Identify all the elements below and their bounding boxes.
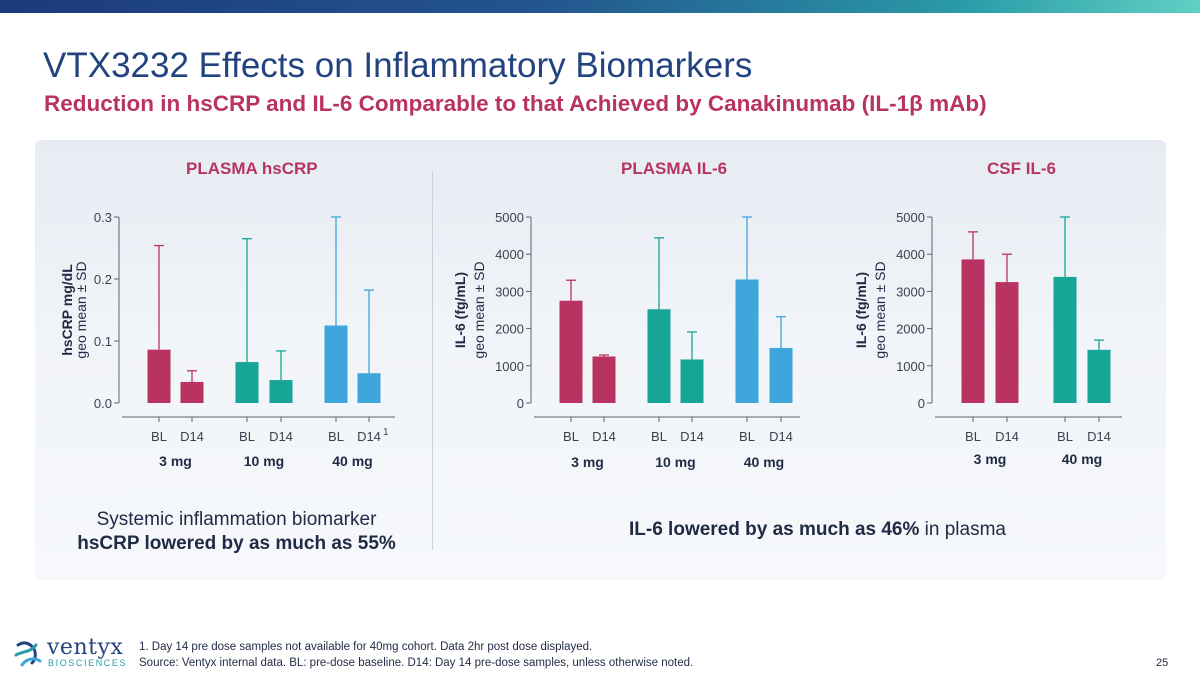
csf-il6-dose-group-label: 3 mg — [974, 451, 1007, 467]
plasma-il6-bar — [769, 347, 793, 403]
chart-title-csf-il6: CSF IL-6 — [987, 159, 1056, 178]
csf-il6-y-tick-label: 5000 — [896, 210, 925, 225]
plasma-il6-bar — [680, 359, 704, 403]
panel-divider — [432, 172, 433, 550]
hscrp-dose-group-label: 40 mg — [332, 453, 372, 469]
hscrp-bar — [357, 373, 381, 403]
ventyx-logo: ventyx BIOSCIENCES — [10, 635, 126, 669]
footnote-1: 1. Day 14 pre dose samples not available… — [139, 641, 593, 653]
plasma-il6-y-tick-label: 1000 — [495, 359, 524, 374]
csf-il6-x-tick-label: D14 — [995, 429, 1019, 444]
slide-subtitle: Reduction in hsCRP and IL-6 Comparable t… — [44, 91, 987, 116]
caption-hscrp-line2: hsCRP lowered by as much as 55% — [77, 533, 396, 554]
plasma-il6-y-tick-label: 3000 — [495, 284, 524, 299]
hscrp-footnote-marker: 1 — [383, 427, 389, 438]
logo-subtext: BIOSCIENCES — [48, 658, 128, 668]
csf-il6-bar — [961, 259, 985, 403]
hscrp-y-axis-title: hsCRP mg/dL — [59, 264, 75, 356]
csf-il6-x-tick-label: BL — [965, 429, 981, 444]
plasma-il6-x-tick-label: D14 — [680, 429, 704, 444]
plasma-il6-dose-group-label: 40 mg — [744, 454, 784, 470]
hscrp-y-tick-label: 0.1 — [94, 334, 112, 349]
csf-il6-y-tick-label: 1000 — [896, 359, 925, 374]
hscrp-x-tick-label: BL — [239, 429, 255, 444]
hscrp-x-tick-label: D14 — [357, 429, 381, 444]
hscrp-y-axis-subtitle: geo mean ± SD — [73, 261, 89, 358]
caption-il6-rest: in plasma — [919, 519, 1006, 540]
top-gradient-bar — [0, 0, 1200, 13]
plasma-il6-bar — [647, 309, 671, 403]
footnotes: 1. Day 14 pre dose samples not available… — [139, 640, 693, 671]
plasma-il6-x-tick-label: BL — [563, 429, 579, 444]
plasma-il6-y-tick-label: 4000 — [495, 247, 524, 262]
hscrp-x-tick-label: BL — [151, 429, 167, 444]
hscrp-bar — [180, 381, 204, 403]
caption-il6: IL-6 lowered by as much as 46% in plasma — [440, 519, 1195, 541]
csf-il6-bar — [995, 282, 1019, 403]
csf-il6-y-tick-label: 3000 — [896, 284, 925, 299]
plasma-il6-y-axis-title: IL-6 (fg/mL) — [452, 272, 468, 348]
hscrp-y-tick-label: 0.0 — [94, 396, 112, 411]
csf-il6-y-axis-title: IL-6 (fg/mL) — [853, 272, 869, 348]
page-number: 25 — [1156, 657, 1169, 669]
hscrp-bar — [147, 349, 171, 403]
ventyx-logo-mark-icon — [14, 641, 42, 667]
hscrp-y-tick-label: 0.2 — [94, 272, 112, 287]
csf-il6-dose-group-label: 40 mg — [1062, 451, 1102, 467]
plasma-il6-dose-group-label: 10 mg — [655, 454, 695, 470]
hscrp-x-tick-label: D14 — [269, 429, 293, 444]
hscrp-bar — [235, 362, 259, 403]
csf-il6-y-axis-subtitle: geo mean ± SD — [872, 261, 888, 358]
plasma-il6-bar — [735, 279, 759, 403]
plasma-il6-bar — [559, 300, 583, 403]
hscrp-dose-group-label: 3 mg — [159, 453, 192, 469]
footnote-source: Source: Ventyx internal data. BL: pre-do… — [139, 656, 694, 669]
plasma-il6-dose-group-label: 3 mg — [571, 454, 604, 470]
hscrp-y-tick-label: 0.3 — [94, 210, 112, 225]
plasma-il6-bar — [592, 356, 616, 403]
csf-il6-x-tick-label: BL — [1057, 429, 1073, 444]
caption-hscrp-line1: Systemic inflammation biomarker — [96, 509, 377, 530]
logo-name: ventyx — [47, 635, 124, 660]
plasma-il6-y-tick-label: 0 — [517, 396, 524, 411]
hscrp-bar — [324, 325, 348, 403]
slide-title: VTX3232 Effects on Inflammatory Biomarke… — [43, 46, 753, 85]
csf-il6-bar — [1087, 349, 1111, 403]
chart-title-plasma-hscrp: PLASMA hsCRP — [186, 159, 318, 178]
hscrp-dose-group-label: 10 mg — [244, 453, 284, 469]
csf-il6-y-tick-label: 0 — [918, 396, 925, 411]
csf-il6-x-tick-label: D14 — [1087, 429, 1111, 444]
hscrp-x-tick-label: D14 — [180, 429, 204, 444]
csf-il6-y-tick-label: 2000 — [896, 322, 925, 337]
plasma-il6-y-tick-label: 5000 — [495, 210, 524, 225]
hscrp-x-tick-label: BL — [328, 429, 344, 444]
plasma-il6-y-tick-label: 2000 — [495, 322, 524, 337]
plasma-il6-x-tick-label: D14 — [592, 429, 616, 444]
caption-il6-bold: IL-6 lowered by as much as 46% — [629, 519, 920, 540]
chart-title-plasma-il6: PLASMA IL-6 — [621, 159, 728, 178]
csf-il6-bar — [1053, 276, 1077, 403]
plasma-il6-x-tick-label: BL — [739, 429, 755, 444]
csf-il6-y-tick-label: 4000 — [896, 247, 925, 262]
plasma-il6-x-tick-label: D14 — [769, 429, 793, 444]
caption-hscrp: Systemic inflammation biomarker hsCRP lo… — [50, 508, 423, 556]
plasma-il6-x-tick-label: BL — [651, 429, 667, 444]
plasma-il6-y-axis-subtitle: geo mean ± SD — [471, 261, 487, 358]
hscrp-bar — [269, 380, 293, 403]
